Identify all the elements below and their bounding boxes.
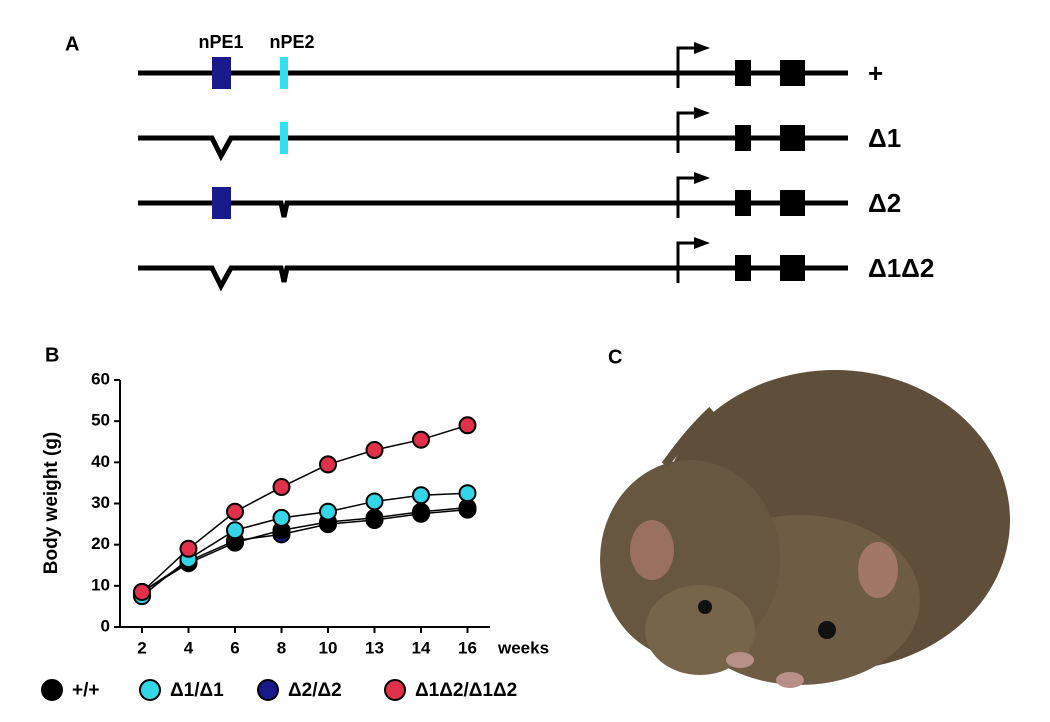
promoter: [676, 176, 696, 218]
panel-label: B: [45, 344, 59, 366]
y-tick-label: 20: [91, 534, 110, 553]
x-tick-label: 14: [412, 638, 431, 657]
allele-label: +: [868, 58, 883, 88]
legend-marker: [41, 679, 63, 701]
npe1-box: [212, 57, 231, 89]
y-tick-label: 10: [91, 575, 110, 594]
legend-marker: [384, 679, 406, 701]
data-point: [272, 478, 291, 497]
promoter: [676, 46, 696, 88]
data-point: [133, 583, 151, 602]
data-point: [365, 508, 384, 527]
promoter-arrow: [694, 237, 710, 249]
exon: [735, 255, 751, 281]
x-tick-label: 2: [137, 638, 146, 657]
promoter: [676, 111, 696, 153]
exon: [735, 60, 751, 86]
element-label: nPE1: [198, 32, 243, 52]
y-tick-label: 50: [91, 411, 110, 430]
promoter-arrow: [694, 172, 710, 184]
data-point: [319, 502, 337, 521]
x-tick-label: 4: [184, 638, 194, 657]
promoter: [676, 241, 696, 283]
allele-label: Δ1Δ2: [868, 253, 934, 283]
data-point: [412, 430, 430, 449]
exon: [780, 60, 805, 86]
x-tick-label: 13: [365, 638, 384, 657]
allele-label: Δ2: [868, 188, 901, 218]
data-point: [365, 492, 384, 511]
x-axis-label: weeks: [497, 638, 549, 657]
exon: [780, 255, 805, 281]
data-point: [226, 502, 244, 521]
promoter-arrow: [694, 42, 710, 54]
x-tick-label: 8: [277, 638, 286, 657]
npe1-box: [212, 187, 231, 219]
exon: [735, 125, 751, 151]
legend-marker: [139, 679, 161, 701]
npe2-box: [280, 122, 288, 154]
element-label: nPE2: [269, 32, 314, 52]
gene-line: [138, 265, 848, 292]
y-tick-label: 40: [91, 452, 110, 471]
exon: [780, 190, 805, 216]
y-tick-label: 60: [91, 369, 110, 388]
y-tick-label: 30: [91, 493, 110, 512]
panel-label: A: [65, 33, 79, 55]
panel-label: C: [608, 346, 622, 368]
x-tick-label: 10: [319, 638, 338, 657]
data-point: [272, 508, 291, 527]
y-tick-label: 0: [101, 616, 110, 635]
x-tick-label: 16: [458, 638, 477, 657]
y-axis-label: Body weight (g): [41, 432, 62, 574]
data-point: [226, 521, 244, 540]
npe2-box: [280, 57, 288, 89]
data-point: [365, 440, 384, 459]
legend-label: +/+: [72, 680, 99, 701]
x-tick-label: 6: [230, 638, 239, 657]
legend-marker: [257, 679, 279, 701]
gene-line: [138, 135, 848, 162]
data-point: [412, 502, 430, 521]
mouse-photo: [600, 370, 1010, 688]
data-point: [412, 486, 430, 505]
data-point: [458, 484, 477, 503]
exon: [735, 190, 751, 216]
data-point: [319, 455, 337, 474]
data-point: [458, 416, 477, 435]
data-point: [179, 539, 198, 558]
exon: [780, 125, 805, 151]
legend-label: Δ1Δ2/Δ1Δ2: [415, 680, 517, 701]
promoter-arrow: [694, 107, 710, 119]
legend-label: Δ1/Δ1: [170, 680, 224, 701]
allele-label: Δ1: [868, 123, 901, 153]
legend-label: Δ2/Δ2: [288, 680, 342, 701]
